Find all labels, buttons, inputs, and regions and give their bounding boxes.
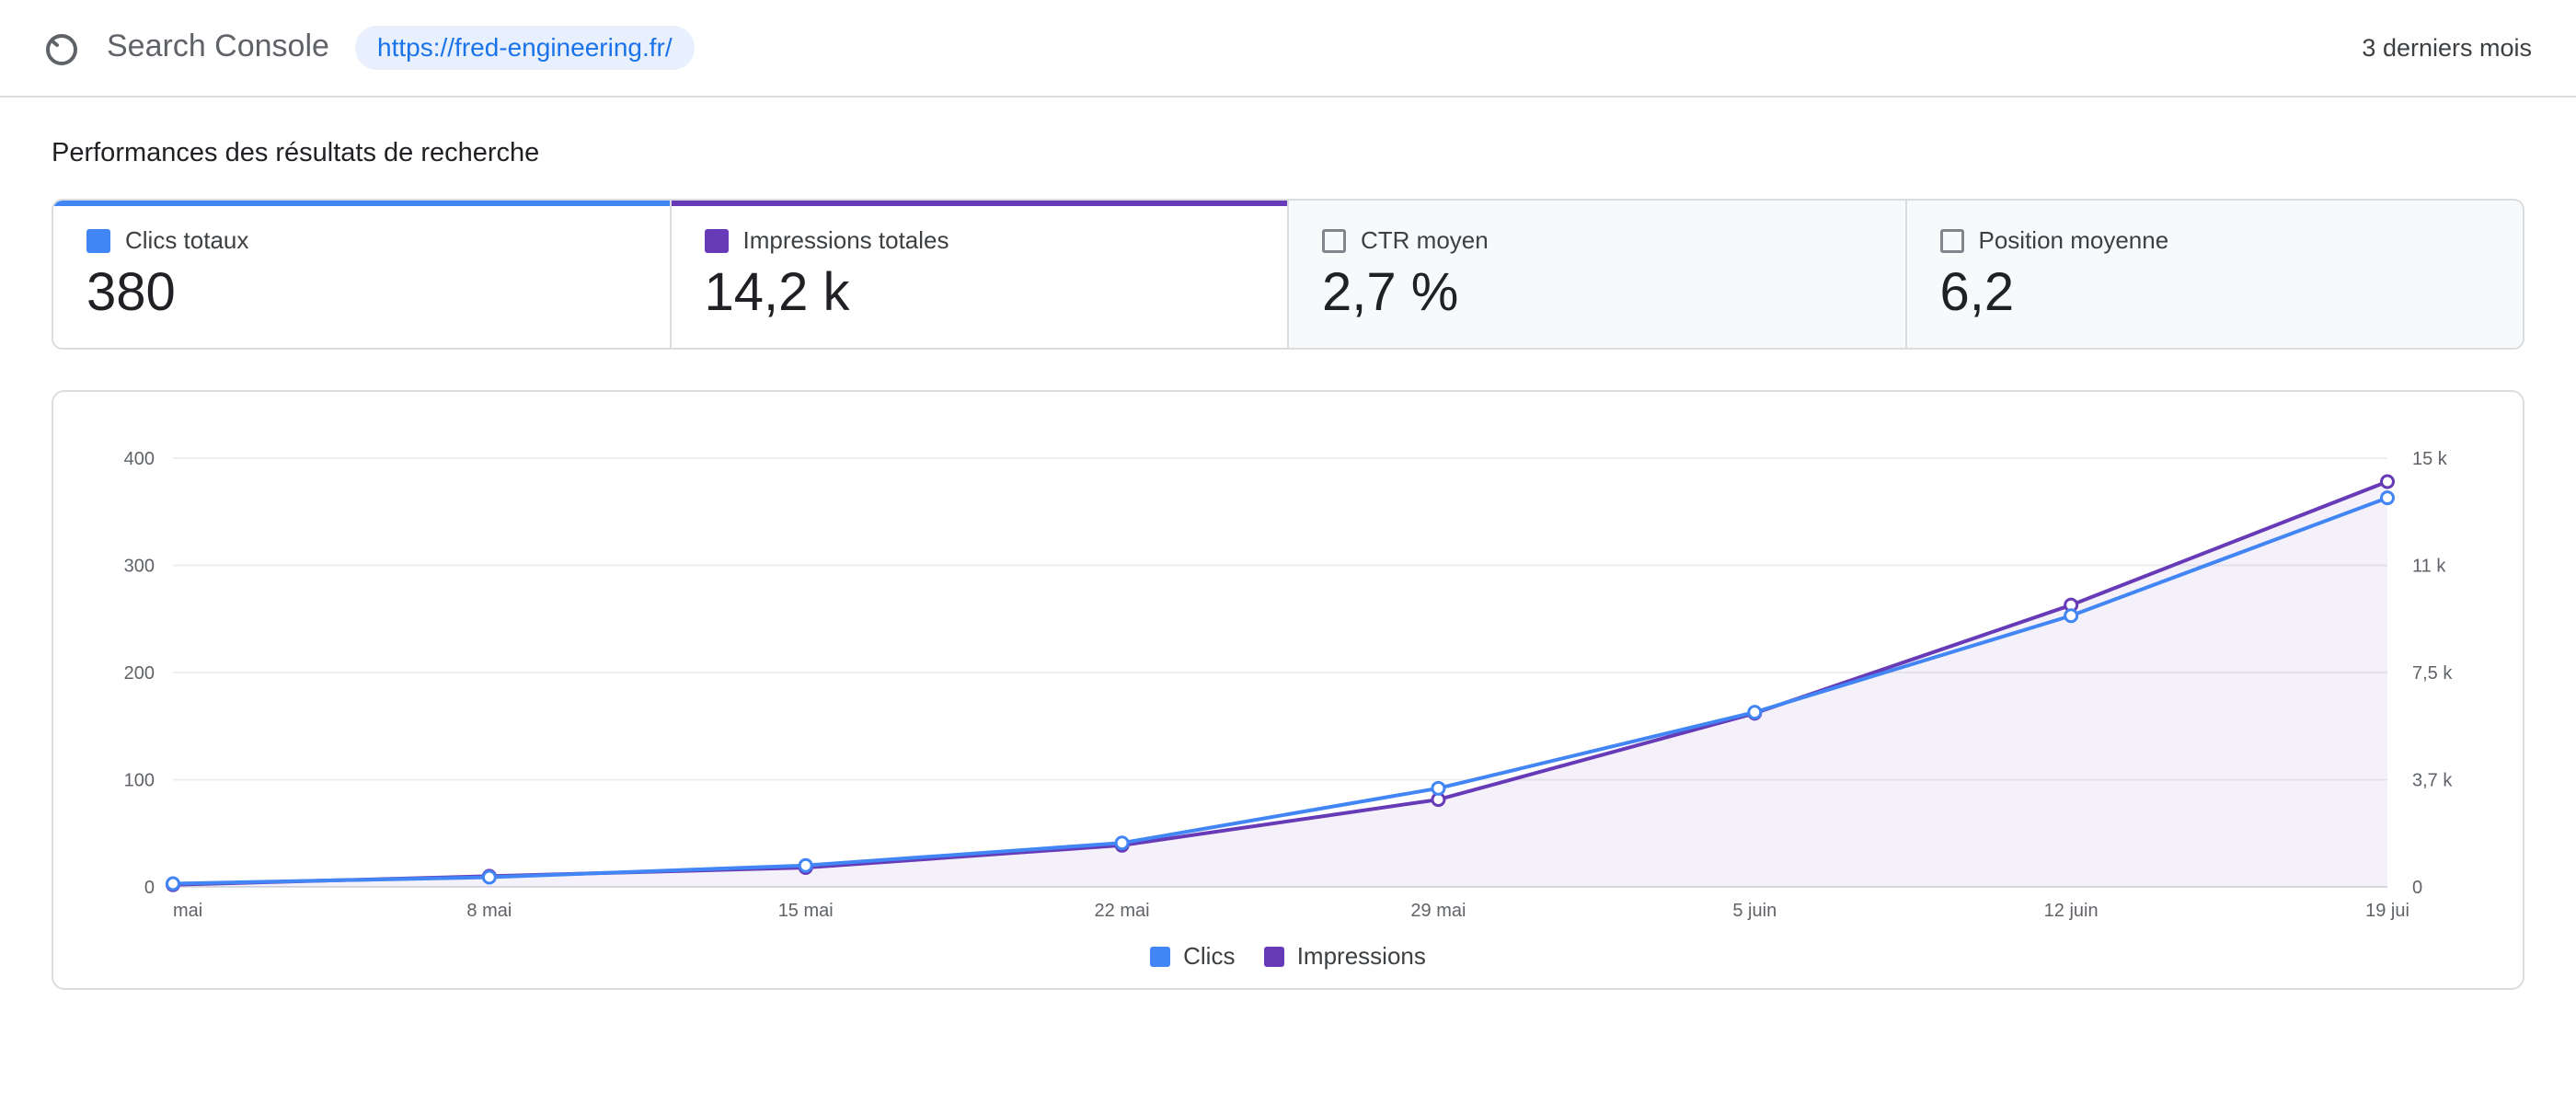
x-tick-label: 22 mai (1095, 901, 1150, 921)
y-left-tick-label: 0 (144, 878, 155, 898)
x-tick-label: 19 jui (2365, 901, 2409, 921)
series-line-clics (172, 496, 2388, 886)
data-point-clics (798, 857, 813, 873)
search-console-ring-icon[interactable] (44, 32, 79, 67)
metric-card-position[interactable]: Position moyenne 6,2 (1906, 201, 2523, 348)
chart-legend: Clics Impressions (53, 942, 2523, 973)
legend-label: Impressions (1296, 942, 1426, 970)
data-point-clics (1431, 780, 1446, 796)
metric-value: 380 (86, 262, 176, 322)
metric-active-bar (53, 201, 670, 206)
x-tick-label: mai (173, 901, 202, 921)
y-left-tick-label: 100 (124, 771, 155, 791)
data-point-clics (166, 876, 180, 891)
metric-label: Clics totaux (125, 226, 249, 254)
checkbox-checked-icon[interactable] (86, 229, 110, 253)
data-point-clics (481, 869, 497, 885)
date-range-selector[interactable]: 3 derniers mois (2362, 34, 2532, 62)
x-tick-label: 5 juin (1732, 901, 1777, 921)
app-name: Search Console (107, 29, 329, 63)
y-right-tick-label: 3,7 k (2412, 771, 2453, 791)
legend-swatch (1150, 946, 1171, 967)
y-left-tick-label: 300 (124, 557, 155, 577)
metric-value: 2,7 % (1322, 262, 1459, 322)
series-area-impressions (173, 481, 2387, 887)
metric-label: Impressions totales (742, 226, 949, 254)
data-point-impressions (2380, 474, 2395, 489)
metric-value: 6,2 (1939, 262, 2015, 322)
y-right-tick-label: 0 (2412, 878, 2422, 898)
y-left-tick-label: 200 (124, 663, 155, 684)
x-tick-label: 12 juin (2044, 901, 2099, 921)
metric-card-clicks[interactable]: Clics totaux 380 (53, 201, 672, 348)
data-point-clics (1114, 835, 1130, 851)
checkbox-unchecked-icon[interactable] (1322, 229, 1346, 253)
y-right-tick-label: 15 k (2412, 449, 2448, 469)
performance-chart[interactable]: 0 100 200 300 400 0 3,7 k 7,5 k 11 k 15 k mai 8 mai… (53, 392, 2523, 935)
data-point-clics (2064, 608, 2079, 624)
data-point-clics (2380, 490, 2395, 506)
data-point-clics (1747, 705, 1763, 720)
legend-label: Clics (1183, 942, 1236, 970)
legend-item-clicks[interactable]: Clics (1150, 942, 1235, 971)
property-selector[interactable]: https://fred-engineering.fr/ (355, 26, 695, 70)
section-title: Performances des résultats de recherche (52, 138, 540, 167)
legend-swatch (1263, 946, 1284, 967)
y-right-tick-label: 7,5 k (2412, 663, 2453, 684)
x-tick-label: 8 mai (466, 901, 512, 921)
x-tick-label: 15 mai (778, 901, 834, 921)
metric-label: CTR moyen (1361, 226, 1489, 254)
x-tick-label: 29 mai (1410, 901, 1466, 921)
metric-label: Position moyenne (1978, 226, 2169, 254)
y-right-tick-label: 11 k (2412, 557, 2446, 577)
metric-card-impressions[interactable]: Impressions totales 14,2 k (671, 201, 1289, 348)
metric-active-bar (671, 201, 1287, 206)
metric-cards: Clics totaux 380 Impressions totales 14,… (52, 199, 2524, 350)
legend-item-impressions[interactable]: Impressions (1263, 942, 1426, 971)
y-left-tick-label: 400 (124, 449, 155, 469)
metric-value: 14,2 k (704, 262, 850, 322)
top-bar: Search Console https://fred-engineering.… (0, 0, 2576, 98)
performance-chart-card: 0 100 200 300 400 0 3,7 k 7,5 k 11 k 15 k mai 8 mai… (52, 390, 2524, 990)
checkbox-unchecked-icon[interactable] (1939, 229, 1964, 253)
checkbox-checked-icon[interactable] (704, 229, 729, 253)
metric-card-ctr[interactable]: CTR moyen 2,7 % (1289, 201, 1907, 348)
